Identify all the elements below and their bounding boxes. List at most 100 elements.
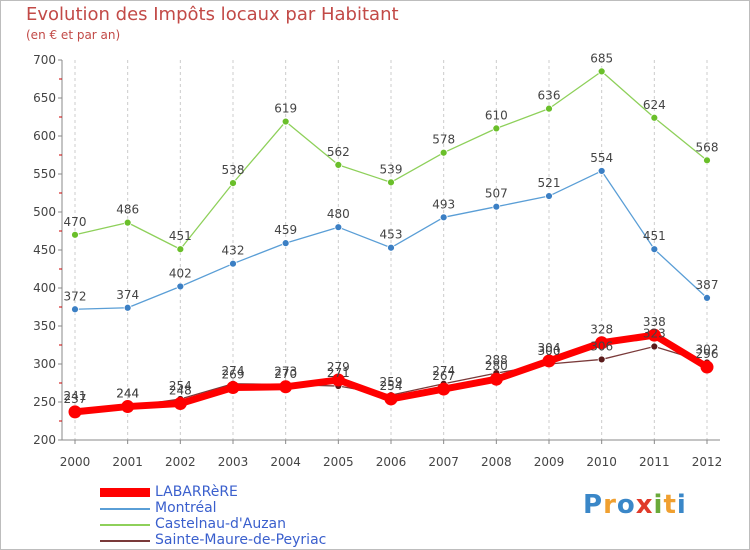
data-label-labarr-re-2004: 270 (274, 367, 297, 381)
logo-letter: o (616, 490, 636, 520)
x-tick-label-2001: 2001 (112, 455, 143, 469)
point-castelnau-d-auzan-2011 (650, 113, 659, 122)
point-castelnau-d-auzan-2012 (703, 156, 711, 165)
data-label-sainte-maure-de-peyriac-2002: 254 (169, 379, 192, 393)
data-label-sainte-maure-de-peyriac-2003: 274 (222, 364, 245, 378)
data-label-montr-al-2008: 507 (485, 187, 508, 201)
data-label-labarr-re-2000: 237 (64, 392, 87, 406)
data-label-labarr-re-2008: 280 (485, 359, 508, 373)
logo-letter: x (635, 490, 654, 520)
proxiti-logo: Proxiti (583, 490, 687, 520)
point-montr-al-2004 (281, 239, 290, 248)
data-label-sainte-maure-de-peyriac-2000: 241 (64, 389, 87, 403)
data-label-sainte-maure-de-peyriac-2001: 244 (116, 387, 139, 401)
data-label-montr-al-2007: 493 (432, 197, 455, 211)
series-montr-al (71, 167, 711, 314)
logo-letter: t (663, 490, 677, 520)
data-label-montr-al-2003: 432 (222, 244, 245, 258)
data-label-labarr-re-2009: 304 (538, 341, 561, 355)
x-tick-label-2003: 2003 (218, 455, 249, 469)
point-labarr-re-2002 (173, 397, 187, 411)
y-tick-label-300: 300 (33, 357, 56, 371)
point-castelnau-d-auzan-2008 (492, 124, 501, 133)
legend-item-montr-al: Montréal (100, 501, 326, 517)
data-label-sainte-maure-de-peyriac-2005: 271 (327, 366, 350, 380)
x-tick-label-2004: 2004 (270, 455, 301, 469)
x-tick-label-2008: 2008 (481, 455, 512, 469)
chart-subtitle: (en € et par an) (26, 28, 121, 42)
data-label-castelnau-d-auzan-2006: 539 (380, 162, 403, 176)
legend: LABARRèRE Montréal Castelnau-d'Auzan Sainte… (100, 485, 326, 549)
series-castelnau-d-auzan (71, 67, 711, 254)
legend-swatch-montr-al (100, 508, 150, 510)
y-tick-label-400: 400 (33, 281, 56, 295)
data-label-montr-al-2012: 387 (696, 278, 719, 292)
y-tick-label-500: 500 (33, 205, 56, 219)
data-label-montr-al-2001: 374 (116, 288, 139, 302)
data-label-montr-al-2011: 451 (643, 229, 666, 243)
point-montr-al-2012 (703, 293, 711, 302)
x-tick-label-2012: 2012 (692, 455, 723, 469)
legend-label-montr-al: Montréal (155, 500, 217, 516)
point-montr-al-2001 (123, 303, 132, 312)
data-label-sainte-maure-de-peyriac-2006: 259 (380, 375, 403, 389)
point-montr-al-2003 (229, 259, 237, 268)
data-label-sainte-maure-de-peyriac-2007: 274 (432, 364, 455, 378)
data-label-castelnau-d-auzan-2004: 619 (274, 102, 297, 116)
point-labarr-re-2010 (595, 336, 609, 350)
legend-item-sainte-maure-de-peyriac: Sainte-Maure-de-Peyriac (100, 533, 326, 549)
data-label-labarr-re-2005: 279 (327, 360, 350, 374)
x-tick-label-2010: 2010 (586, 455, 617, 469)
point-castelnau-d-auzan-2006 (387, 178, 395, 187)
point-labarr-re-2001 (121, 400, 135, 414)
point-montr-al-2011 (650, 245, 659, 254)
data-label-labarr-re-2001: 244 (116, 387, 139, 401)
x-tick-label-2009: 2009 (534, 455, 565, 469)
point-sainte-maure-de-peyriac-2011 (650, 342, 659, 351)
legend-swatch-labarr-re (100, 488, 150, 497)
chart-title: Evolution des Impôts locaux par Habitant (26, 4, 399, 25)
point-castelnau-d-auzan-2004 (281, 117, 290, 126)
data-label-castelnau-d-auzan-2000: 470 (64, 215, 87, 229)
x-tick-label-2006: 2006 (376, 455, 407, 469)
point-montr-al-2006 (387, 243, 395, 252)
y-tick-label-700: 700 (33, 53, 56, 67)
point-castelnau-d-auzan-2003 (229, 179, 237, 188)
data-label-montr-al-2002: 402 (169, 266, 192, 280)
data-label-castelnau-d-auzan-2002: 451 (169, 229, 192, 243)
x-tick-label-2007: 2007 (428, 455, 459, 469)
data-label-sainte-maure-de-peyriac-2009: 300 (538, 344, 561, 358)
logo-letter: P (583, 490, 604, 520)
y-tick-label-450: 450 (33, 243, 56, 257)
y-tick-label-250: 250 (33, 395, 56, 409)
data-label-sainte-maure-de-peyriac-2004: 273 (274, 365, 297, 379)
point-castelnau-d-auzan-2002 (176, 245, 185, 254)
data-label-castelnau-d-auzan-2012: 568 (696, 140, 719, 154)
point-montr-al-2009 (545, 192, 553, 200)
point-montr-al-2002 (176, 282, 185, 291)
legend-label-sainte-maure-de-peyriac: Sainte-Maure-de-Peyriac (155, 532, 327, 548)
point-labarr-re-2000 (68, 405, 82, 419)
point-montr-al-2005 (334, 223, 343, 232)
point-labarr-re-2004 (279, 380, 293, 394)
logo-letter: i (676, 490, 687, 520)
point-sainte-maure-de-peyriac-2010 (597, 355, 606, 364)
data-label-castelnau-d-auzan-2010: 685 (590, 51, 613, 65)
legend-label-castelnau-d-auzan: Castelnau-d'Auzan (155, 516, 287, 532)
y-tick-label-650: 650 (33, 91, 56, 105)
data-label-castelnau-d-auzan-2005: 562 (327, 145, 350, 159)
point-labarr-re-2009 (542, 354, 556, 368)
data-label-castelnau-d-auzan-2003: 538 (222, 163, 245, 177)
point-montr-al-2010 (597, 167, 606, 175)
data-label-labarr-re-2003: 269 (222, 368, 245, 382)
logo-letter: i (653, 490, 664, 520)
data-label-sainte-maure-de-peyriac-2012: 302 (696, 342, 719, 356)
x-tick-label-2000: 2000 (60, 455, 91, 469)
x-tick-label-2011: 2011 (639, 455, 670, 469)
data-label-castelnau-d-auzan-2007: 578 (432, 133, 455, 147)
point-montr-al-2007 (439, 213, 448, 222)
data-label-labarr-re-2012: 296 (696, 347, 719, 361)
data-label-castelnau-d-auzan-2009: 636 (538, 89, 561, 103)
point-labarr-re-2008 (489, 372, 503, 386)
